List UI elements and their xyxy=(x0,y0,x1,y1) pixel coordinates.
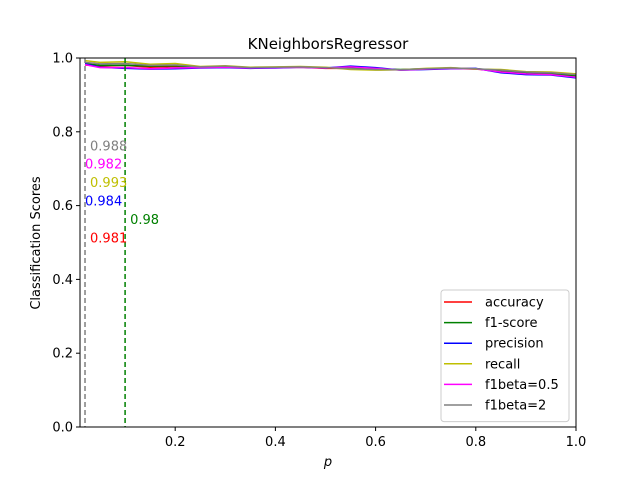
annotation-5: 0.981 xyxy=(90,232,127,247)
axes-frame xyxy=(79,57,577,428)
series-line-5 xyxy=(84,61,577,76)
annotation-1: 0.982 xyxy=(85,158,122,173)
y-tick-label-2: 0.4 xyxy=(52,273,73,288)
x-tick-label-4: 1.0 xyxy=(566,435,587,450)
legend-label-3: recall xyxy=(485,357,520,372)
annotation-0: 0.988 xyxy=(90,139,127,154)
y-axis-label: Classification Scores xyxy=(29,176,44,310)
plot-area xyxy=(84,59,577,79)
legend-label-4: f1beta=0.5 xyxy=(485,378,559,393)
annotation-4: 0.98 xyxy=(130,213,159,228)
legend: accuracy f1-score precision recall f1beta=0.… xyxy=(440,289,570,423)
x-tick-label-2: 0.6 xyxy=(365,435,386,450)
x-axis-label: p xyxy=(323,455,332,470)
x-tick-label-0: 0.2 xyxy=(165,435,186,450)
y-tick-label-4: 0.8 xyxy=(52,125,73,140)
legend-box xyxy=(440,289,570,423)
vertical-lines xyxy=(84,58,126,427)
y-axis-ticks: 0.0 0.2 0.4 0.6 0.8 1.0 xyxy=(52,52,80,436)
y-tick-label-0: 0.0 xyxy=(52,421,73,436)
annotation-3: 0.984 xyxy=(85,195,122,210)
chart-title: KNeighborsRegressor xyxy=(248,35,410,53)
y-tick-label-1: 0.2 xyxy=(52,347,73,362)
legend-label-5: f1beta=2 xyxy=(485,399,546,414)
x-tick-label-1: 0.4 xyxy=(265,435,286,450)
x-tick-label-3: 0.8 xyxy=(465,435,486,450)
legend-label-0: accuracy xyxy=(485,296,544,311)
legend-label-1: f1-score xyxy=(485,316,537,331)
legend-label-2: precision xyxy=(485,337,544,352)
y-tick-label-3: 0.6 xyxy=(52,199,73,214)
annotations: 0.988 0.982 0.993 0.984 0.980.981 xyxy=(85,139,159,246)
y-tick-label-5: 1.0 xyxy=(52,52,73,67)
x-axis-ticks: 0.2 0.4 0.6 0.8 1.0 xyxy=(165,427,586,450)
annotation-2: 0.993 xyxy=(90,176,127,191)
